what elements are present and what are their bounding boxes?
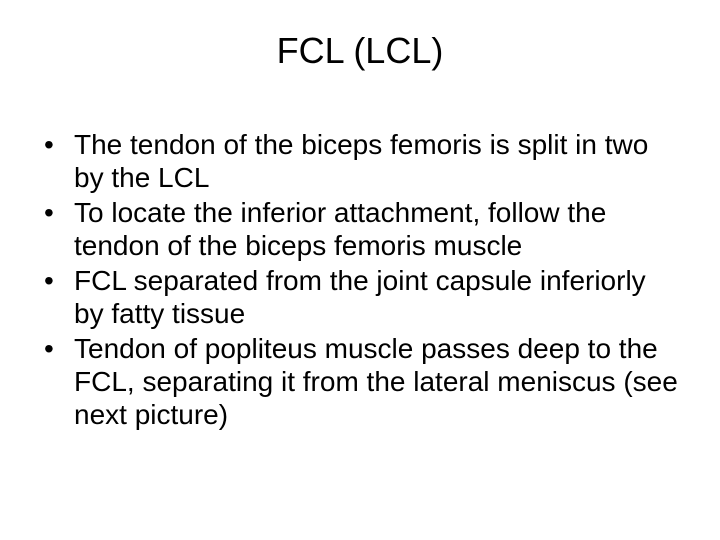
slide: FCL (LCL) The tendon of the biceps femor… xyxy=(0,0,720,540)
bullet-list: The tendon of the biceps femoris is spli… xyxy=(38,128,682,431)
list-item: To locate the inferior attachment, follo… xyxy=(38,196,682,262)
slide-title: FCL (LCL) xyxy=(38,30,682,72)
list-item: Tendon of popliteus muscle passes deep t… xyxy=(38,332,682,431)
list-item: The tendon of the biceps femoris is spli… xyxy=(38,128,682,194)
list-item: FCL separated from the joint capsule inf… xyxy=(38,264,682,330)
